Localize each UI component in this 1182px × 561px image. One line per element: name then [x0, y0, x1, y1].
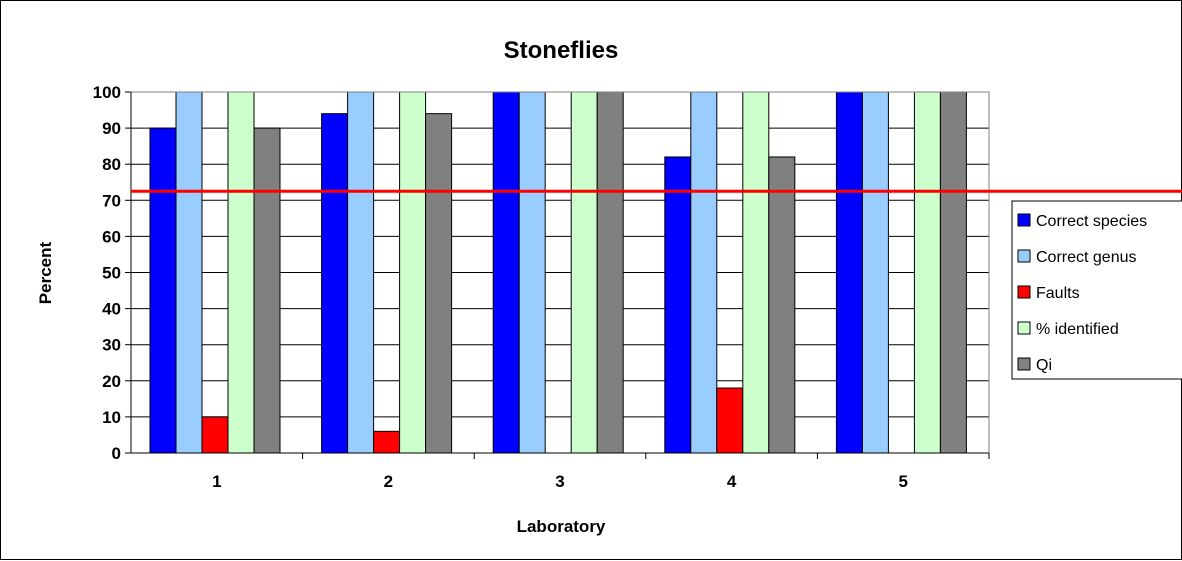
legend-label-1: Correct genus — [1036, 249, 1137, 266]
y-tick-label-0: 0 — [112, 444, 121, 463]
legend-label-0: Correct species — [1036, 213, 1147, 230]
legend-swatch-1 — [1017, 249, 1031, 263]
bar--identified-lab-2 — [399, 91, 427, 454]
legend-swatch-2 — [1017, 285, 1031, 299]
bar--identified-lab-5 — [913, 91, 941, 454]
legend-swatch-4 — [1017, 357, 1031, 371]
bar-correct-species-lab-3 — [492, 91, 520, 454]
bar--identified-lab-1 — [227, 91, 255, 454]
bar-correct-genus-lab-1 — [175, 91, 203, 454]
y-tick-label-50: 50 — [102, 264, 121, 283]
x-tick-labels: 1 2 3 4 5 — [212, 472, 908, 491]
legend: Correct species Correct genus Faults % iden… — [1011, 200, 1182, 380]
bar-qi-lab-2 — [425, 113, 453, 454]
x-tick-label-1: 1 — [212, 472, 221, 491]
y-tick-label-70: 70 — [102, 191, 121, 210]
legend-label-2: Faults — [1036, 285, 1080, 302]
x-tick-label-5: 5 — [898, 472, 907, 491]
bar-correct-genus-lab-4 — [690, 91, 718, 454]
bar-qi-lab-3 — [596, 91, 624, 454]
bar-faults-lab-1 — [201, 416, 229, 454]
bar-correct-genus-lab-3 — [518, 91, 546, 454]
x-axis-title: Laboratory — [517, 517, 606, 536]
y-tick-label-100: 100 — [93, 83, 121, 102]
chart-title: Stoneflies — [504, 37, 619, 64]
bar-correct-species-lab-2 — [321, 113, 349, 454]
y-tick-labels: 0 10 20 30 40 50 60 70 80 90 100 — [93, 83, 121, 463]
y-tick-label-80: 80 — [102, 155, 121, 174]
legend-label-3: % identified — [1036, 321, 1119, 338]
bar-qi-lab-5 — [939, 91, 967, 454]
y-tick-label-40: 40 — [102, 300, 121, 319]
bar-correct-genus-lab-5 — [861, 91, 889, 454]
y-axis-title: Percent — [36, 241, 55, 304]
y-tick-label-60: 60 — [102, 227, 121, 246]
bar--identified-lab-4 — [742, 91, 770, 454]
legend-swatch-3 — [1017, 321, 1031, 335]
bar-qi-lab-4 — [768, 156, 796, 454]
x-tick-label-2: 2 — [384, 472, 393, 491]
y-tick-label-30: 30 — [102, 336, 121, 355]
bar-correct-species-lab-5 — [835, 91, 863, 454]
legend-label-4: Qi — [1036, 357, 1052, 374]
bar-faults-lab-2 — [373, 430, 401, 454]
bar--identified-lab-3 — [570, 91, 598, 454]
legend-swatch-0 — [1017, 213, 1031, 227]
bar-correct-species-lab-4 — [664, 156, 692, 454]
axes — [130, 91, 990, 459]
bar-correct-species-lab-1 — [149, 127, 177, 454]
y-tick-label-20: 20 — [102, 372, 121, 391]
y-tick-label-10: 10 — [102, 408, 121, 427]
bar-faults-lab-4 — [716, 387, 744, 454]
bar-qi-lab-1 — [253, 127, 281, 454]
legend-box — [1011, 200, 1182, 380]
y-tick-label-90: 90 — [102, 119, 121, 138]
bar-correct-genus-lab-2 — [347, 91, 375, 454]
x-tick-label-4: 4 — [727, 472, 737, 491]
x-tick-label-3: 3 — [555, 472, 564, 491]
